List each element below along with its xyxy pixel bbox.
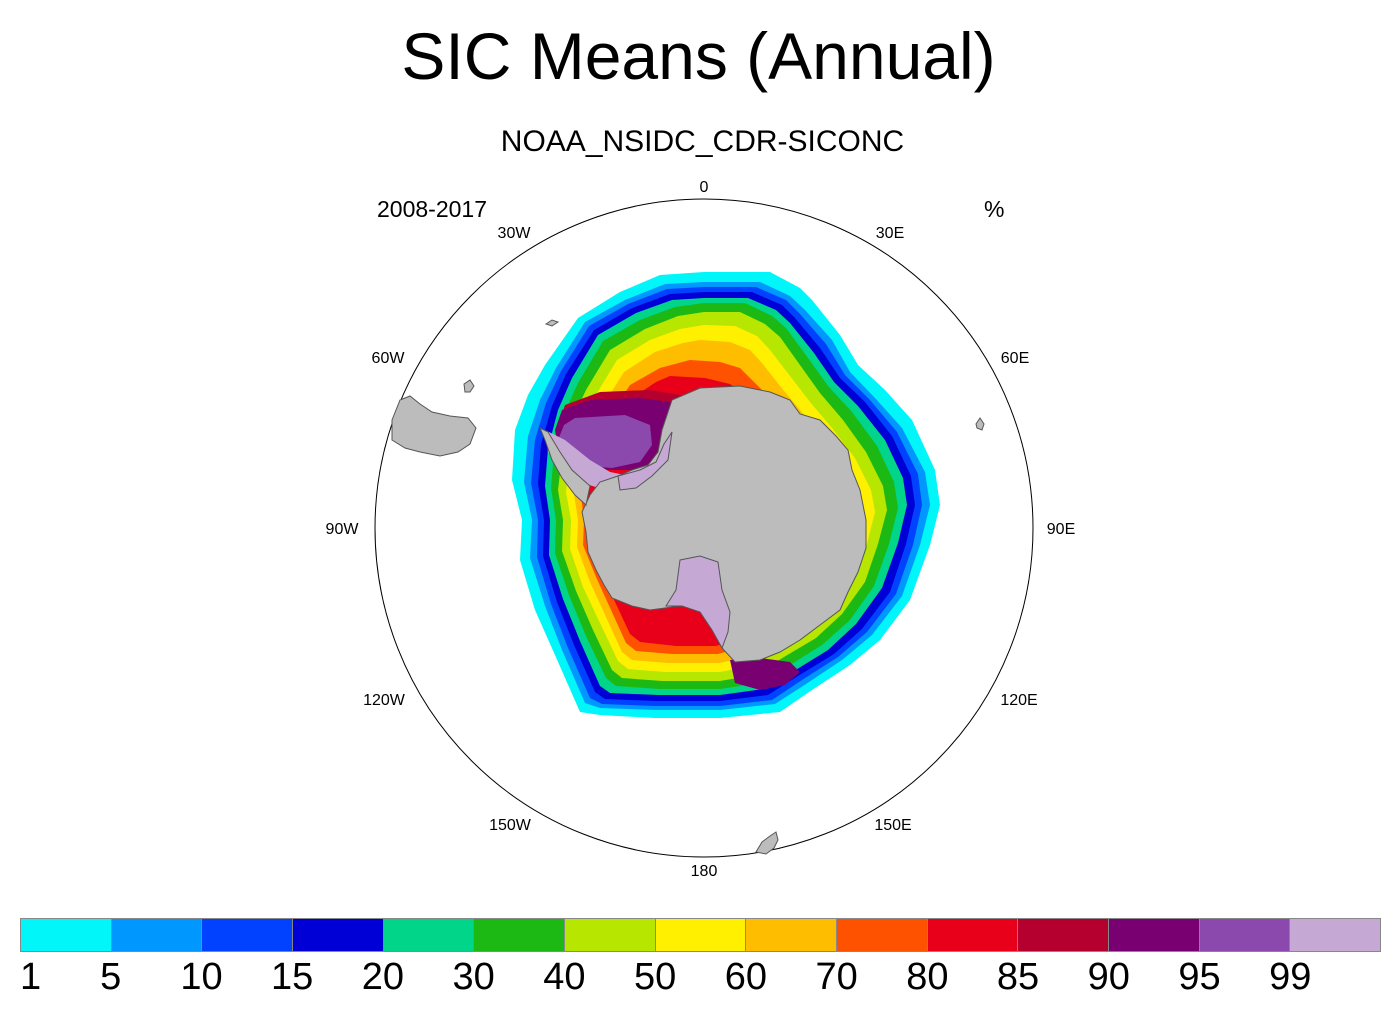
lon-label-180: 180 — [691, 863, 718, 880]
lon-label-150e: 150E — [874, 817, 911, 834]
lon-label-60w: 60W — [372, 350, 406, 367]
filchner-ronne-ice-shelf — [617, 431, 673, 491]
colorbar-tick-label: 85 — [996, 956, 1040, 998]
colorbar-tick-label: 99 — [1269, 956, 1312, 998]
colorbar-swatch — [565, 919, 656, 951]
dataset-subtitle: NOAA_NSIDC_CDR-SICONC — [500, 125, 905, 158]
lon-label-30w: 30W — [498, 225, 532, 242]
lon-label-0: 0 — [700, 179, 709, 196]
colorbar-tick-label: 30 — [452, 956, 495, 998]
colorbar-swatch — [293, 919, 384, 951]
lon-label-150w: 150W — [489, 817, 532, 834]
colorbar-swatch — [927, 919, 1019, 951]
units-label: % — [984, 196, 1005, 222]
colorbar-swatch — [746, 919, 838, 951]
colorbar-swatch — [202, 919, 294, 951]
period-label: 2008-2017 — [377, 196, 487, 222]
lon-label-90w: 90W — [326, 521, 360, 538]
lon-label-30e: 30E — [876, 225, 904, 242]
lon-label-90e: 90E — [1047, 521, 1075, 538]
colorbar-tick-label: 10 — [180, 956, 223, 998]
colorbar-swatch — [21, 919, 112, 951]
longitude-labels: 0 30E 60E 90E 120E 150E 180 150W 120W 90… — [326, 179, 1076, 880]
colorbar-swatch — [1018, 919, 1110, 951]
colorbar-tick-label: 90 — [1087, 956, 1130, 998]
colorbar-tick-label: 50 — [633, 956, 677, 998]
colorbar-swatch — [474, 919, 566, 951]
colorbar-tick-label: 95 — [1178, 956, 1221, 998]
south-georgia — [544, 319, 560, 327]
lon-label-120e: 120E — [1000, 692, 1037, 709]
colorbar — [20, 918, 1381, 952]
colorbar-swatch — [1199, 919, 1291, 951]
colorbar-tick-label: 40 — [543, 956, 586, 998]
colorbar-tick-label: 70 — [815, 956, 858, 998]
colorbar-swatch — [655, 919, 747, 951]
colorbar-swatch — [1109, 919, 1200, 951]
antarctica — [539, 385, 867, 663]
lon-label-120w: 120W — [363, 692, 406, 709]
colorbar-swatch — [837, 919, 928, 951]
colorbar-tick-label: 80 — [906, 956, 949, 998]
ross-ice-shelf — [665, 555, 731, 650]
colorbar-swatch — [1290, 919, 1381, 951]
colorbar-swatch — [111, 919, 203, 951]
plot-title: SIC Means (Annual) — [401, 19, 996, 93]
sic-band-95-ross — [730, 658, 800, 690]
falkland-islands — [463, 379, 475, 393]
colorbar-swatch — [383, 919, 475, 951]
colorbar-tick-label: 15 — [271, 956, 314, 998]
kerguelen-islands — [975, 417, 985, 431]
antarctic-peninsula — [539, 426, 591, 506]
lon-label-60e: 60E — [1001, 350, 1029, 367]
new-zealand — [755, 831, 779, 855]
south-america-land — [391, 395, 477, 457]
colorbar-tick-label: 5 — [100, 956, 122, 998]
colorbar-tick-label: 60 — [724, 956, 767, 998]
colorbar-tick-label: 1 — [20, 956, 42, 998]
colorbar-tick-label: 20 — [361, 956, 405, 998]
